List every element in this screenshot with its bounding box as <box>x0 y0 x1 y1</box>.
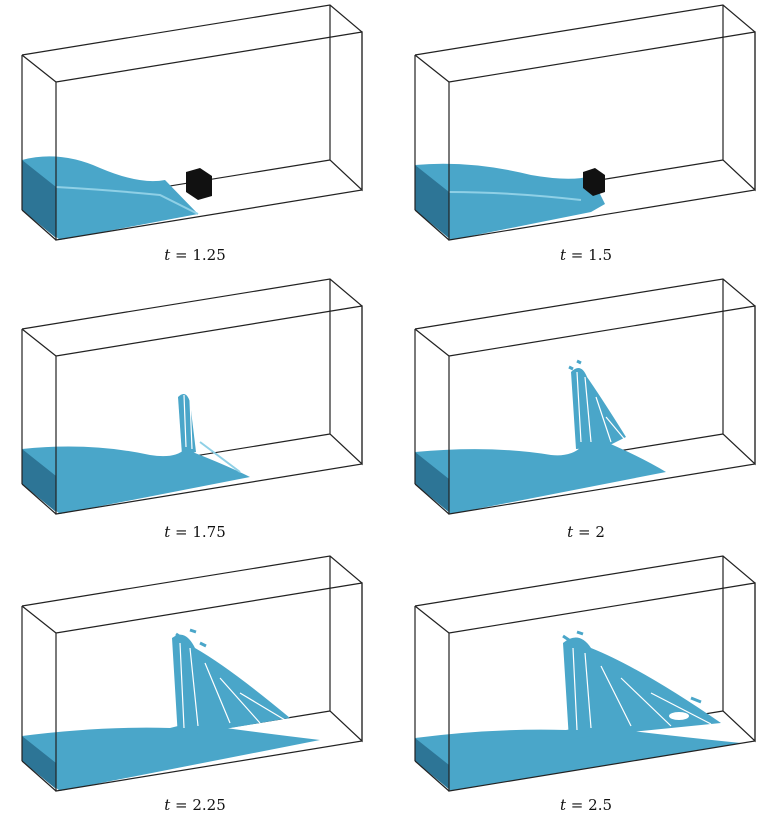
time-caption: t = 1.25 <box>0 246 390 264</box>
dam-break-render <box>21 555 363 792</box>
caption-value: 1.75 <box>192 523 226 541</box>
tank-front-edges <box>414 305 756 515</box>
caption-value: 2.25 <box>192 796 226 814</box>
time-caption: t = 1.5 <box>391 246 781 264</box>
panel-t-2.25: t = 2.25 <box>0 548 390 822</box>
tank-front-edges <box>414 31 756 241</box>
dam-break-render <box>414 4 756 241</box>
tank-front-edges <box>21 582 363 792</box>
dam-break-render <box>414 278 756 515</box>
dam-break-render <box>21 278 363 515</box>
caption-variable: t <box>164 796 171 814</box>
water-body <box>22 156 199 240</box>
panel-t-2.5: t = 2.5 <box>391 548 781 822</box>
caption-equals: = <box>570 246 584 264</box>
tank-front-edges <box>414 582 756 792</box>
tank-front-edges <box>21 305 363 515</box>
panel-t-1.5: t = 1.5 <box>391 0 781 274</box>
caption-value: 1.25 <box>192 246 226 264</box>
water-body <box>22 628 320 791</box>
time-caption: t = 2.5 <box>391 796 781 814</box>
caption-equals: = <box>570 796 584 814</box>
caption-equals: = <box>175 796 188 814</box>
water-body <box>22 393 250 514</box>
caption-value: 2 <box>595 523 605 541</box>
caption-variable: t <box>164 523 171 541</box>
dam-break-render <box>21 4 363 241</box>
water-body <box>415 163 605 240</box>
time-caption: t = 2.25 <box>0 796 390 814</box>
obstacle-block <box>186 168 212 200</box>
panel-t-2: t = 2 <box>391 277 781 551</box>
caption-variable: t <box>164 246 171 264</box>
water-body <box>415 359 666 514</box>
dam-break-render <box>414 555 756 792</box>
obstacle-block <box>583 168 605 196</box>
caption-equals: = <box>175 246 188 264</box>
panel-t-1.75: t = 1.75 <box>0 277 390 551</box>
caption-value: 1.5 <box>588 246 613 264</box>
tank-front-edges <box>21 31 363 241</box>
water-body <box>415 630 741 791</box>
caption-variable: t <box>559 796 567 814</box>
caption-equals: = <box>175 523 188 541</box>
caption-variable: t <box>559 246 567 264</box>
panel-t-1.25: t = 1.25 <box>0 0 390 274</box>
caption-equals: = <box>577 523 591 541</box>
time-caption: t = 2 <box>391 523 781 541</box>
time-caption: t = 1.75 <box>0 523 390 541</box>
caption-value: 2.5 <box>588 796 613 814</box>
caption-variable: t <box>567 523 574 541</box>
